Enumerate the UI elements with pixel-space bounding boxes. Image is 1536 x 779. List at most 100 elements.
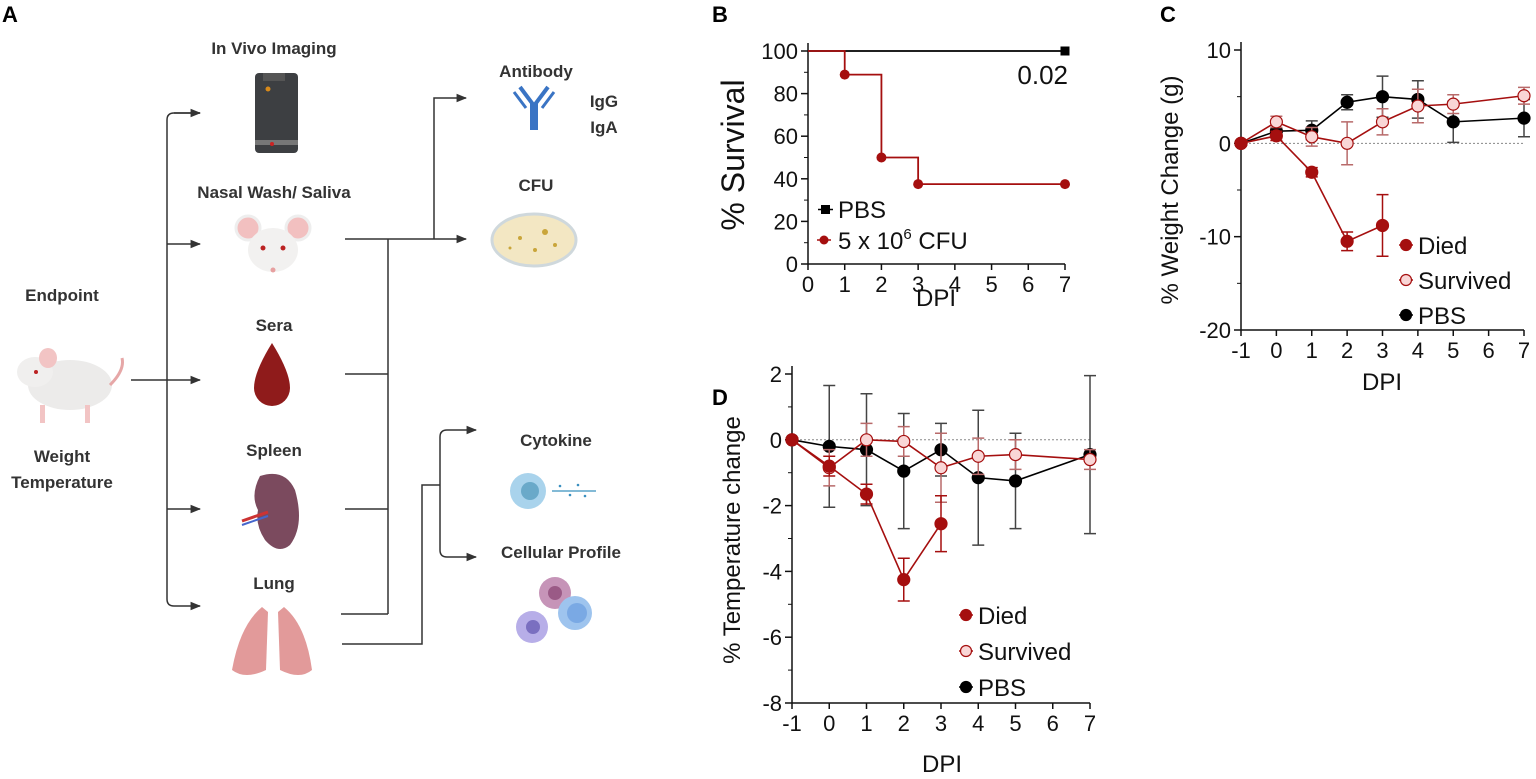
data-point-survived — [1008, 448, 1023, 462]
x-tick-label: 2 — [875, 272, 887, 297]
y-tick-label: 60 — [774, 124, 798, 149]
x-tick-label: 5 — [1009, 711, 1021, 736]
legend-label-pbs: PBS — [978, 675, 1026, 702]
x-tick-label: 0 — [1270, 338, 1282, 363]
data-point — [1060, 46, 1070, 56]
y-tick-label: -6 — [762, 625, 782, 650]
data-point-died — [859, 487, 874, 501]
data-point-pbs — [1008, 474, 1023, 488]
igg-label: IgG — [590, 92, 618, 111]
x-axis-title: DPI — [916, 285, 956, 312]
flow-connectors — [131, 93, 478, 645]
endpoint-label: Endpoint — [25, 286, 99, 305]
lab-mouse-icon — [17, 348, 124, 423]
petri-dish-icon — [490, 212, 578, 268]
legend-label-cfu-exponent: 6 — [903, 226, 911, 243]
x-tick-label: 7 — [1084, 711, 1096, 736]
y-axis-title: % Weight Change (g) — [1157, 75, 1184, 304]
data-point-died — [1305, 165, 1319, 179]
x-tick-label: 3 — [1376, 338, 1388, 363]
data-point-survived — [971, 449, 985, 463]
legend-label-died: Died — [1418, 233, 1467, 260]
data-point-survived — [1375, 115, 1390, 129]
nasal-wash-label: Nasal Wash/ Saliva — [197, 183, 351, 202]
weight-change-chart: % Weight Change (g) DPI -1 0 1 2 3 4 5 6 7-20-10… — [1157, 38, 1531, 396]
data-point-survived — [859, 433, 874, 447]
data-point-died — [1375, 218, 1390, 233]
y-axis-title: % Temperature change — [719, 416, 746, 664]
data-point-pbs — [897, 464, 911, 478]
spleen-icon — [241, 473, 299, 549]
x-tick-label: -1 — [782, 711, 802, 736]
y-axis-title: % Survival — [715, 79, 751, 230]
data-point-pbs — [1517, 111, 1531, 125]
legend-label-survived: Survived — [978, 639, 1071, 666]
data-point-pbs — [1446, 115, 1460, 129]
data-point-died — [897, 573, 911, 587]
y-tick-label: -4 — [762, 559, 782, 584]
mouse-head-icon — [234, 214, 312, 273]
data-point — [839, 69, 850, 80]
x-tick-label: -1 — [1231, 338, 1251, 363]
y-tick-label: 40 — [774, 167, 798, 192]
x-tick-label: 7 — [1518, 338, 1530, 363]
y-tick-label: -2 — [762, 494, 782, 519]
data-point-survived — [1446, 97, 1460, 111]
x-tick-label: 5 — [985, 272, 997, 297]
data-point-survived — [897, 434, 911, 449]
immune-cells-icon — [516, 577, 592, 643]
spleen-label: Spleen — [246, 441, 302, 460]
data-point-died — [934, 517, 948, 531]
data-point — [913, 179, 924, 190]
panel-label-a: A — [2, 2, 18, 27]
data-point-died — [1269, 129, 1283, 143]
lungs-icon — [232, 607, 312, 675]
cytokine-label: Cytokine — [520, 431, 592, 450]
legend-label-died: Died — [978, 603, 1027, 630]
x-tick-label: 4 — [949, 272, 961, 297]
legend-marker-survived — [1399, 273, 1413, 287]
data-point-survived — [1517, 89, 1531, 103]
data-point — [1060, 179, 1070, 190]
y-tick-label: 0 — [1219, 131, 1231, 156]
x-tick-label: 1 — [839, 272, 851, 297]
y-tick-label: 100 — [761, 39, 798, 64]
series-line-died — [1240, 134, 1383, 243]
panel-label-d: D — [712, 385, 728, 410]
y-tick-label: 80 — [774, 82, 798, 107]
legend-marker-pbs — [1399, 308, 1413, 322]
x-tick-label: 1 — [1306, 338, 1318, 363]
legend-label-cfu: 5 x 106 CFU — [838, 226, 968, 255]
x-tick-label: 3 — [935, 711, 947, 736]
legend-label-pbs: PBS — [838, 197, 886, 224]
x-tick-label: 6 — [1483, 338, 1495, 363]
data-point-survived — [1340, 136, 1354, 150]
data-point-survived — [1269, 115, 1283, 129]
cellular-profile-label: Cellular Profile — [501, 543, 621, 562]
workflow-diagram: Endpoint Weight Temperature In Vivo Imag… — [11, 39, 621, 675]
x-tick-label: 6 — [1047, 711, 1059, 736]
y-tick-label: 20 — [774, 209, 798, 234]
y-tick-label: 0 — [770, 428, 782, 453]
legend: Died Survived PBS — [959, 603, 1071, 702]
antibody-icon — [512, 85, 556, 130]
in-vivo-imaging-label: In Vivo Imaging — [211, 39, 336, 58]
x-tick-label: 1 — [860, 711, 872, 736]
x-tick-label: 0 — [823, 711, 835, 736]
x-tick-label: 7 — [1059, 272, 1071, 297]
temperature-change-chart: % Temperature change DPI -1 0 1 2 3 4 5 6 7-8-6-… — [719, 362, 1097, 778]
panel-label-b: B — [712, 2, 728, 27]
data-point-survived — [1411, 99, 1425, 113]
imaging-system-icon — [255, 73, 298, 153]
iga-label: IgA — [590, 118, 617, 137]
weight-label: Weight — [34, 447, 91, 466]
p-value-annotation: 0.02 — [1017, 60, 1068, 90]
legend-marker-pbs — [959, 680, 973, 694]
antibody-label: Antibody — [499, 62, 573, 81]
data-point-died — [822, 459, 836, 473]
data-point-survived — [934, 461, 948, 475]
y-tick-label: 2 — [770, 362, 782, 387]
x-tick-label: 2 — [1341, 338, 1353, 363]
